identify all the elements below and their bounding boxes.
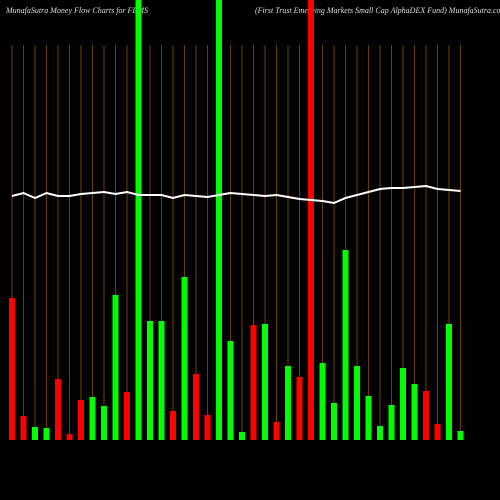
bar — [273, 422, 280, 440]
bar — [446, 324, 452, 440]
chart-title: MunafaSutra Money Flow Charts for FEMS — [5, 6, 148, 15]
bar — [423, 391, 429, 440]
bar — [135, 0, 142, 440]
bar — [43, 428, 50, 440]
bar — [78, 400, 84, 440]
bar — [308, 0, 314, 440]
bar — [285, 366, 291, 440]
bar — [32, 427, 38, 440]
bar — [365, 396, 372, 440]
bar — [400, 368, 406, 440]
bar — [331, 403, 337, 440]
bar — [239, 432, 245, 440]
bar — [296, 377, 303, 440]
bar — [112, 295, 119, 440]
bar — [457, 431, 464, 440]
bar — [377, 426, 383, 440]
bar — [411, 384, 418, 440]
bar — [181, 277, 188, 440]
bar — [147, 321, 153, 440]
bar — [55, 379, 61, 440]
bar — [170, 411, 176, 440]
bar — [204, 415, 211, 440]
bar — [262, 324, 268, 440]
bar — [124, 392, 130, 440]
bar — [227, 341, 234, 440]
bar — [388, 405, 395, 440]
bar — [66, 434, 73, 440]
bar — [193, 374, 199, 440]
bar — [434, 424, 441, 440]
bar — [89, 397, 96, 440]
bar — [9, 298, 15, 440]
price-line — [11, 184, 461, 205]
bar — [20, 416, 27, 440]
chart-subtitle: (First Trust Emerging Markets Small Cap … — [255, 6, 500, 15]
bar — [354, 366, 360, 440]
bar — [342, 250, 349, 440]
bar — [158, 321, 165, 440]
bar — [101, 406, 107, 440]
bar — [250, 325, 257, 440]
bar — [319, 363, 326, 440]
bar — [216, 0, 222, 440]
